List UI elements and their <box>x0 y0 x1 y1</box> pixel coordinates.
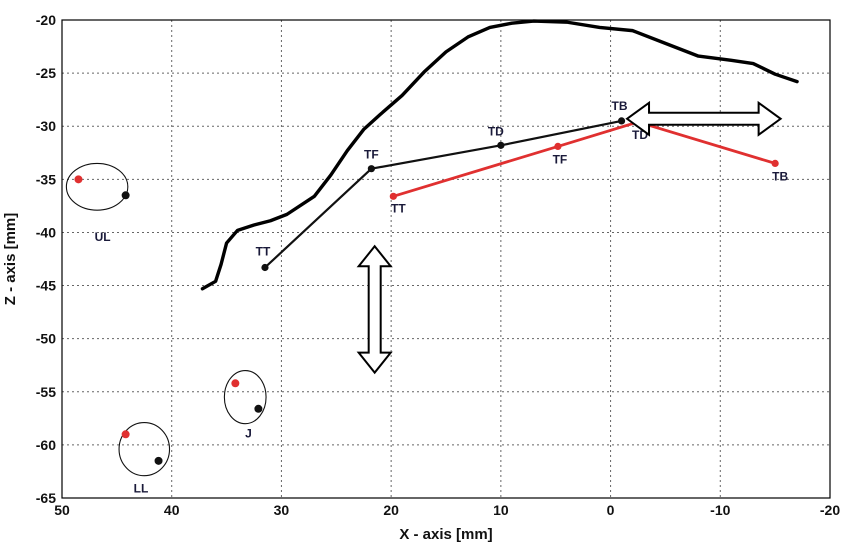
tongue-red-point-label: TF <box>553 152 568 166</box>
group-label: LL <box>134 482 149 496</box>
tongue-black-point-label: TF <box>364 148 379 162</box>
y-tick-label: -65 <box>36 490 56 506</box>
y-tick-label: -20 <box>36 12 56 28</box>
tongue-black-point-label: TT <box>256 244 271 258</box>
y-tick-label: -30 <box>36 118 56 134</box>
y-tick-label: -55 <box>36 384 56 400</box>
x-tick-label: 40 <box>164 502 180 518</box>
group-label: J <box>245 426 252 440</box>
x-tick-label: -20 <box>820 502 840 518</box>
group-red-point <box>121 430 130 439</box>
tongue-black-point <box>367 165 375 173</box>
y-tick-label: -60 <box>36 437 56 453</box>
tongue-red-point <box>771 159 779 167</box>
tongue-red-point-label: TT <box>391 201 406 215</box>
group-black-point <box>121 191 130 200</box>
group-black-point <box>154 456 163 465</box>
group-label: UL <box>95 230 111 244</box>
group-ellipse <box>223 369 267 425</box>
x-axis-title: X - axis [mm] <box>399 526 492 543</box>
tongue-black-point-label: TD <box>488 124 504 138</box>
group-red-point <box>74 175 83 184</box>
x-tick-label: 20 <box>383 502 399 518</box>
group-red-point <box>231 379 240 388</box>
y-tick-label: -50 <box>36 331 56 347</box>
x-tick-label: -10 <box>710 502 730 518</box>
x-tick-label: 30 <box>274 502 290 518</box>
plot-frame <box>61 19 831 499</box>
group-ellipse <box>118 422 171 477</box>
tongue-red-point-label: TB <box>772 169 788 183</box>
tongue-black-line <box>264 119 622 269</box>
tick-labels: 50 40 30 20 10 0 -10 -20 -20 -25 -30 -35 -40 -45 -50 -5… <box>36 12 841 518</box>
x-tick-label: 0 <box>607 502 615 518</box>
y-axis-title: Z - axis [mm] <box>2 213 19 306</box>
y-tick-label: -35 <box>36 171 56 187</box>
horizontal-double-arrow <box>625 100 783 137</box>
vertical-double-arrow <box>356 244 393 375</box>
palate-contour-line <box>200 19 799 291</box>
tongue-black-point-label: TB <box>612 99 628 113</box>
tongue-black-point <box>497 141 505 149</box>
tongue-black-point <box>261 263 269 272</box>
tongue-red-line <box>392 120 776 198</box>
y-tick-label: -45 <box>36 278 56 294</box>
group-black-point <box>254 404 263 413</box>
arrows-layer <box>356 100 783 375</box>
tongue-red-point <box>389 192 397 200</box>
y-tick-label: -40 <box>36 224 56 240</box>
tongue-red-point <box>554 142 562 151</box>
x-tick-label: 50 <box>54 502 70 518</box>
x-tick-label: 10 <box>493 502 509 518</box>
group-ellipse <box>65 162 129 211</box>
y-tick-label: -25 <box>36 65 56 81</box>
tongue-black-point <box>617 117 626 125</box>
grid <box>62 20 830 498</box>
groups-layer: UL LL J <box>65 162 267 496</box>
